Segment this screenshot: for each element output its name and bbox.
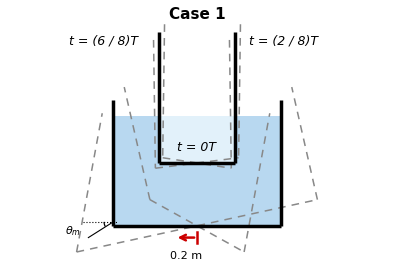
Text: t = 0T: t = 0T [178,141,216,154]
Polygon shape [113,116,281,226]
Text: t = (2 / 8)T: t = (2 / 8)T [249,35,318,48]
Text: Case 1: Case 1 [169,7,225,22]
Text: 0.2 m: 0.2 m [170,251,202,261]
Text: t = (6 / 8)T: t = (6 / 8)T [69,35,138,48]
Polygon shape [159,116,235,163]
Text: $\theta_m$: $\theta_m$ [65,224,80,238]
